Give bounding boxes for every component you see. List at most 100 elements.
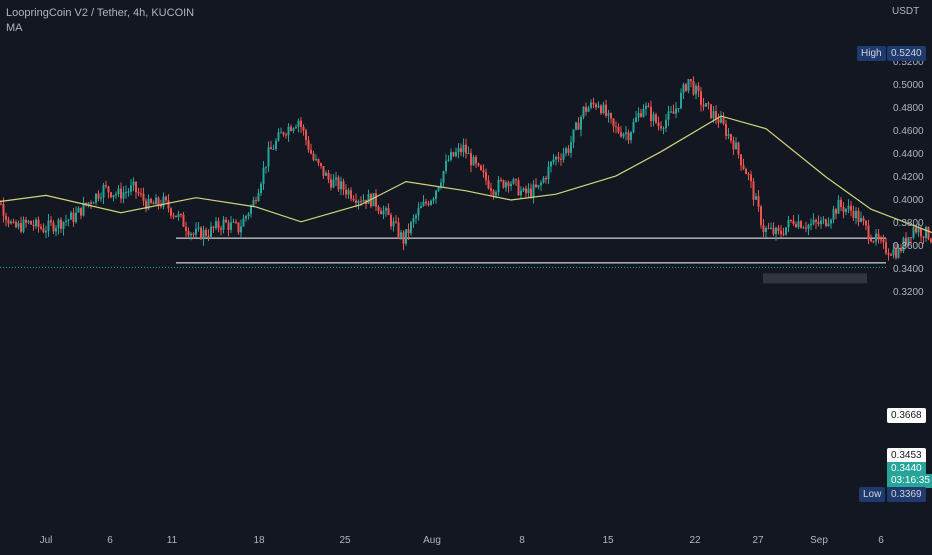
candle-body bbox=[245, 216, 247, 219]
candle-body bbox=[925, 226, 927, 238]
candle-body bbox=[180, 213, 182, 215]
candle-body bbox=[332, 179, 335, 188]
candle-body bbox=[602, 104, 605, 114]
candle-body bbox=[870, 238, 872, 242]
candle-body bbox=[370, 194, 372, 207]
candle-body bbox=[390, 214, 392, 227]
candle-body bbox=[437, 187, 440, 191]
candle-body bbox=[157, 197, 160, 205]
candle-body bbox=[485, 172, 487, 181]
candle-body bbox=[135, 181, 137, 193]
candle-body bbox=[97, 193, 100, 199]
resistance-level-tag[interactable]: 0.3668 bbox=[887, 408, 926, 423]
candle-body bbox=[922, 236, 925, 238]
candle-body bbox=[105, 185, 107, 187]
candle-body bbox=[732, 140, 735, 150]
candle-body bbox=[752, 181, 755, 200]
candle-body bbox=[77, 207, 80, 213]
candle-body bbox=[717, 119, 720, 123]
candle-body bbox=[705, 103, 707, 107]
candle-body bbox=[800, 221, 802, 228]
candle-body bbox=[302, 126, 305, 131]
candle-body bbox=[865, 221, 867, 226]
candle-body bbox=[822, 219, 825, 221]
candle-body bbox=[817, 222, 820, 225]
candle-body bbox=[137, 192, 140, 194]
candle-body bbox=[257, 193, 260, 202]
candle-body bbox=[265, 166, 267, 168]
candle-body bbox=[475, 156, 477, 164]
last-price-tag: 0.3440 bbox=[887, 462, 926, 476]
candle-body bbox=[252, 200, 255, 206]
candle-body bbox=[860, 218, 862, 222]
candle-body bbox=[907, 237, 910, 245]
candle-body bbox=[145, 200, 147, 210]
candle-body bbox=[562, 153, 565, 160]
candle-body bbox=[482, 169, 485, 173]
candle-body bbox=[357, 201, 360, 204]
candle-body bbox=[352, 198, 355, 201]
candle-body bbox=[760, 206, 762, 226]
candle-body bbox=[407, 229, 410, 234]
candle-body bbox=[715, 111, 717, 120]
candle-body bbox=[292, 128, 295, 131]
candle-body bbox=[782, 233, 785, 235]
candle-body bbox=[430, 200, 432, 205]
candle-body bbox=[595, 104, 597, 108]
candle-body bbox=[117, 188, 120, 195]
candle-body bbox=[872, 241, 875, 243]
candle-body bbox=[455, 152, 457, 157]
candle-body bbox=[812, 219, 815, 224]
candle-body bbox=[575, 122, 577, 130]
bar-countdown: 03:16:35 bbox=[887, 474, 932, 488]
low-label: Low bbox=[859, 487, 886, 502]
candle-body bbox=[197, 227, 200, 229]
candle-body bbox=[27, 220, 30, 223]
candle-body bbox=[67, 219, 70, 221]
candle-body bbox=[427, 203, 430, 205]
candle-body bbox=[222, 219, 225, 230]
candle-body bbox=[832, 209, 835, 220]
candle-body bbox=[225, 219, 227, 223]
candle-body bbox=[270, 147, 272, 150]
candle-body bbox=[620, 132, 622, 137]
candle-body bbox=[410, 222, 412, 234]
candle-body bbox=[897, 248, 900, 258]
candle-body bbox=[737, 142, 740, 155]
candle-body bbox=[762, 225, 765, 233]
candle-body bbox=[207, 235, 210, 237]
x-tick-label: 6 bbox=[107, 535, 113, 546]
candle-body bbox=[700, 91, 702, 105]
candle-body bbox=[550, 161, 552, 167]
candle-body bbox=[852, 210, 855, 219]
candle-body bbox=[517, 180, 520, 196]
candle-body bbox=[217, 221, 220, 229]
indicator-label[interactable]: MA bbox=[6, 22, 23, 34]
candle-body bbox=[377, 206, 380, 212]
y-tick-label: 0.4000 bbox=[893, 195, 924, 206]
candle-body bbox=[7, 219, 10, 224]
candle-body bbox=[285, 134, 287, 136]
candle-body bbox=[507, 182, 510, 187]
candle-body bbox=[177, 213, 180, 218]
candle-body bbox=[72, 212, 75, 223]
moving-average-line bbox=[0, 115, 932, 234]
candle-body bbox=[460, 148, 462, 153]
candle-body bbox=[777, 227, 780, 231]
candle-body bbox=[867, 225, 870, 239]
candle-body bbox=[477, 163, 480, 166]
candle-body bbox=[85, 202, 87, 205]
candle-body bbox=[577, 122, 580, 130]
candle-body bbox=[192, 233, 195, 235]
candle-body bbox=[467, 153, 470, 155]
support-level-tag[interactable]: 0.3453 bbox=[887, 448, 926, 463]
candle-body bbox=[590, 102, 592, 108]
candle-body bbox=[830, 219, 832, 224]
candle-body bbox=[307, 140, 310, 150]
candle-body bbox=[750, 174, 752, 182]
candle-body bbox=[82, 202, 85, 216]
candle-body bbox=[775, 227, 777, 235]
candle-body bbox=[797, 221, 800, 228]
